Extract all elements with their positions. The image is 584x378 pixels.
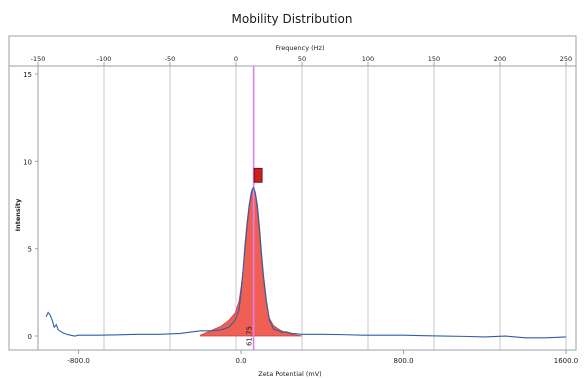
x-axis-tick-label: 800.0: [394, 357, 414, 365]
y-axis-tick-label: 15: [23, 71, 32, 79]
x-axis-tick-label: 1600.0: [554, 357, 579, 365]
top-axis-tick-label: -50: [165, 55, 176, 63]
y-axis-tick-label: 5: [28, 246, 32, 254]
top-axis-tick-label: 100: [362, 55, 374, 63]
series-line: [45, 186, 567, 339]
peak-marker: [253, 167, 263, 183]
chart-title: Mobility Distribution: [231, 12, 353, 26]
top-axis-tick-label: 150: [428, 55, 440, 63]
top-axis-tick-label: -150: [31, 55, 46, 63]
top-axis-tick-label: 0: [234, 55, 238, 63]
top-axis-label: Frequency (Hz): [275, 44, 324, 52]
y-axis-tick-label: 10: [23, 158, 32, 166]
x-axis-label: Zeta Potential (mV): [258, 370, 321, 378]
plot-frame: [8, 35, 577, 351]
top-axis-tick-label: 250: [560, 55, 572, 63]
top-axis-tick-label: 50: [298, 55, 306, 63]
y-axis-label: Intensity: [14, 198, 22, 231]
peak-value-label: 61.75: [246, 326, 254, 346]
x-axis-tick-label: -800.0: [67, 357, 90, 365]
x-axis-tick-label: 0.0: [236, 357, 247, 365]
y-axis-tick-label: 0: [28, 333, 32, 341]
top-axis-tick-label: -100: [97, 55, 112, 63]
top-axis-tick-label: 200: [494, 55, 506, 63]
